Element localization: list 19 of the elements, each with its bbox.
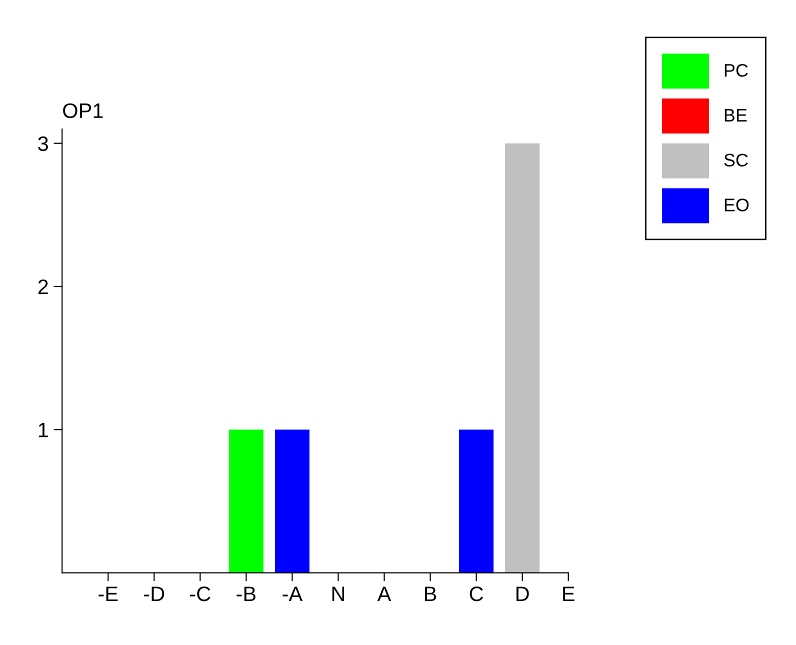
y-tick-label: 3 <box>38 136 48 152</box>
x-tick-label: C <box>470 586 484 602</box>
y-tick-label: 2 <box>38 279 48 294</box>
x-tick-label: -D <box>144 586 164 602</box>
legend-label: EO <box>724 198 749 212</box>
legend-label: PC <box>724 64 748 77</box>
x-tick-label: -E <box>98 586 118 602</box>
legend-label: BE <box>724 109 747 122</box>
x-tick-label: N <box>332 586 344 602</box>
x-tick-label: D <box>516 586 529 602</box>
chart-title: OP1 <box>63 103 103 118</box>
x-tick-label: -B <box>236 586 256 602</box>
x-tick-label: -A <box>282 586 303 602</box>
x-tick-label: -C <box>190 586 210 602</box>
x-tick-label: A <box>377 586 392 602</box>
legend-label: SC <box>724 154 748 167</box>
x-tick-label: E <box>563 586 574 602</box>
x-tick-label: B <box>425 586 436 602</box>
y-tick-label: 1 <box>38 422 48 438</box>
